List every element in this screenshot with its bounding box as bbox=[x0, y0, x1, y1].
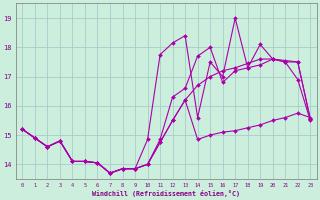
X-axis label: Windchill (Refroidissement éolien,°C): Windchill (Refroidissement éolien,°C) bbox=[92, 190, 240, 197]
